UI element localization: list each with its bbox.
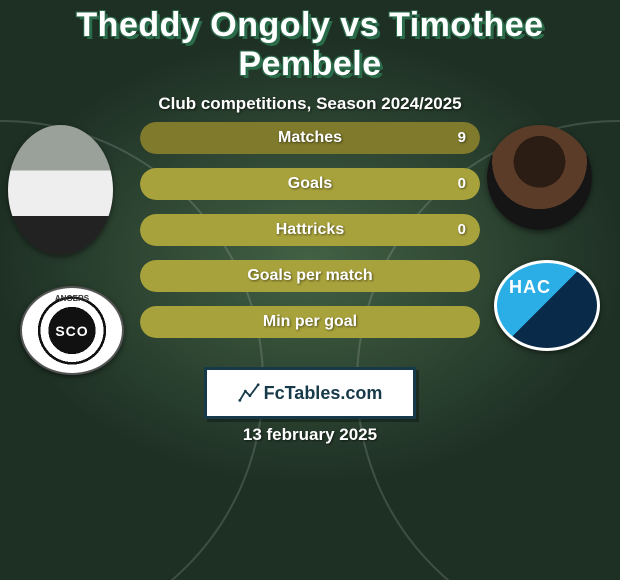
stat-bar: Goals per match — [140, 260, 480, 292]
stat-value-right: 0 — [458, 168, 466, 200]
page-title: Theddy Ongoly vs Timothee Pembele — [0, 0, 620, 84]
stat-label: Hattricks — [140, 214, 480, 246]
stat-label: Goals — [140, 168, 480, 200]
stat-label: Matches — [140, 122, 480, 154]
infographic-root: Theddy Ongoly vs Timothee Pembele Club c… — [0, 0, 620, 580]
stat-label: Min per goal — [140, 306, 480, 338]
stat-bar: Min per goal — [140, 306, 480, 338]
brand-badge: FcTables.com — [204, 367, 416, 419]
stat-bars: Matches9Goals0Hattricks0Goals per matchM… — [140, 122, 480, 352]
stat-bar: Hattricks0 — [140, 214, 480, 246]
stat-value-right: 0 — [458, 214, 466, 246]
stat-bar: Goals0 — [140, 168, 480, 200]
stat-value-right: 9 — [458, 122, 466, 154]
player-photo-right — [487, 125, 592, 230]
player-photo-left — [8, 125, 113, 255]
brand-text: FcTables.com — [264, 383, 383, 404]
club-logo-right — [494, 260, 600, 351]
stat-bar: Matches9 — [140, 122, 480, 154]
subtitle: Club competitions, Season 2024/2025 — [0, 94, 620, 114]
stat-label: Goals per match — [140, 260, 480, 292]
chart-icon — [238, 382, 260, 404]
club-logo-left — [20, 286, 124, 375]
date-text: 13 february 2025 — [0, 425, 620, 445]
